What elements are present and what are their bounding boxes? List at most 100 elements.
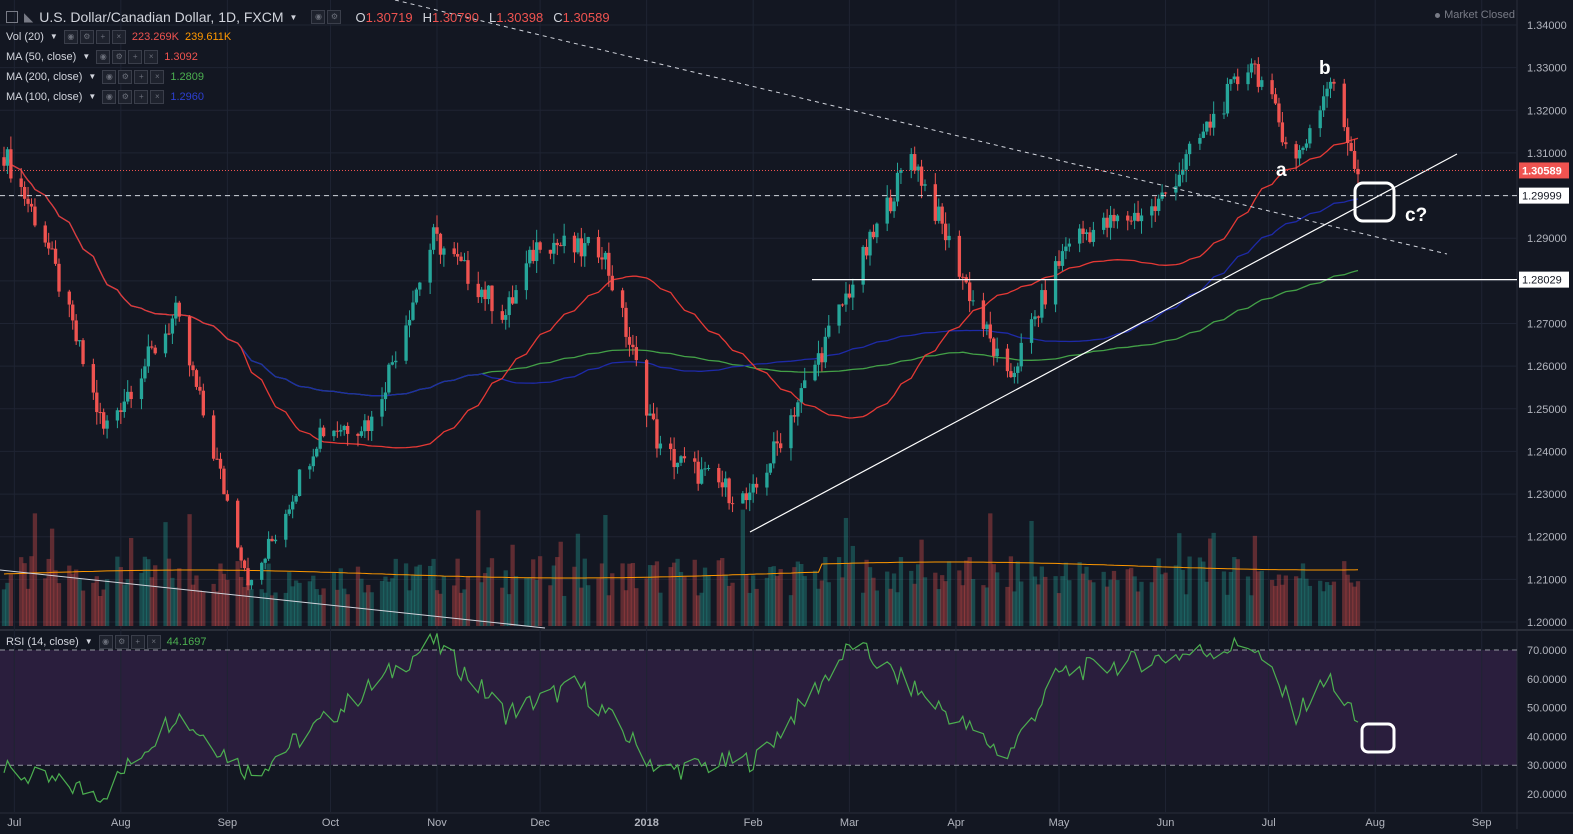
volume-bar bbox=[1184, 594, 1189, 626]
legend-vol-v2: 239.611K bbox=[184, 31, 232, 43]
volume-bar bbox=[1249, 595, 1254, 626]
candle-body bbox=[438, 233, 443, 255]
more-icon[interactable]: + bbox=[130, 635, 145, 649]
candle-body bbox=[528, 249, 532, 264]
more-icon[interactable]: + bbox=[134, 90, 149, 104]
candle-body bbox=[741, 493, 745, 504]
last-price-badge-text: 1.30589 bbox=[1522, 165, 1562, 177]
settings-icon[interactable]: ⚙ bbox=[79, 30, 94, 44]
volume-bar bbox=[850, 545, 855, 626]
candle-body bbox=[672, 449, 676, 468]
volume-bar bbox=[1005, 586, 1010, 626]
legend-ma100-buttons: ◉ ⚙ + × bbox=[102, 90, 165, 104]
legend-vol[interactable]: Vol (20) ▼ ◉ ⚙ + × 223.269K 239.611K bbox=[6, 28, 231, 46]
settings-icon[interactable]: ⚙ bbox=[327, 10, 342, 24]
time-tick-label: Sep bbox=[218, 817, 238, 829]
volume-bar bbox=[22, 563, 27, 626]
volume-bar bbox=[720, 558, 725, 626]
close-icon[interactable]: × bbox=[146, 635, 161, 649]
candle-body bbox=[390, 362, 395, 365]
volume-bar bbox=[173, 587, 178, 626]
close-icon[interactable]: × bbox=[111, 30, 126, 44]
volume-bar bbox=[259, 589, 264, 626]
close-icon[interactable]: × bbox=[150, 90, 165, 104]
candle-body bbox=[239, 547, 243, 561]
wave-label-b[interactable]: b bbox=[1319, 58, 1331, 79]
eye-icon[interactable]: ◉ bbox=[311, 10, 326, 24]
volume-bar bbox=[967, 557, 972, 626]
candle-body bbox=[1060, 251, 1065, 266]
volume-bar bbox=[991, 564, 996, 626]
ascending-trendline[interactable] bbox=[749, 153, 1458, 533]
legend-rsi[interactable]: RSI (14, close) ▼ ◉ ⚙ + × 44.1697 bbox=[6, 633, 206, 651]
chevron-down-icon[interactable]: ▼ bbox=[49, 32, 58, 41]
settings-icon[interactable]: ⚙ bbox=[118, 90, 133, 104]
volume-bar bbox=[307, 581, 313, 626]
candle-body bbox=[603, 252, 608, 260]
candle-body bbox=[26, 198, 30, 204]
volume-bar bbox=[1348, 582, 1354, 626]
eye-icon[interactable]: ◉ bbox=[98, 635, 113, 649]
target-box-price[interactable] bbox=[1353, 181, 1396, 223]
chevron-down-icon[interactable]: ▼ bbox=[88, 92, 97, 101]
close-icon[interactable]: × bbox=[150, 70, 165, 84]
candle-body bbox=[981, 300, 986, 329]
volume-bar bbox=[647, 565, 653, 626]
volume-bar bbox=[197, 590, 203, 626]
candle-body bbox=[1253, 63, 1257, 65]
settings-icon[interactable]: ⚙ bbox=[112, 50, 127, 64]
more-icon[interactable]: + bbox=[128, 50, 143, 64]
candle-body bbox=[359, 431, 364, 436]
settings-icon[interactable]: ⚙ bbox=[114, 635, 129, 649]
collapse-icon[interactable] bbox=[6, 11, 18, 23]
symbol-title[interactable]: U.S. Dollar/Canadian Dollar, 1D, FXCM bbox=[39, 9, 284, 25]
volume-trendline[interactable] bbox=[0, 569, 546, 629]
volume-bar bbox=[909, 570, 914, 626]
candle-body bbox=[50, 248, 54, 250]
volume-bar bbox=[678, 571, 684, 626]
legend-ma100[interactable]: MA (100, close) ▼ ◉ ⚙ + × 1.2960 bbox=[6, 88, 204, 106]
chevron-down-icon[interactable]: ▼ bbox=[289, 12, 298, 22]
volume-bar bbox=[128, 537, 134, 626]
volume-bar bbox=[778, 569, 783, 626]
wave-label-c[interactable]: c? bbox=[1405, 205, 1427, 226]
candle-body bbox=[81, 340, 85, 365]
eye-icon[interactable]: ◉ bbox=[102, 70, 117, 84]
close-icon[interactable]: × bbox=[144, 50, 159, 64]
ohlc-high: 1.30790 bbox=[431, 9, 479, 25]
time-tick-label: Dec bbox=[530, 817, 550, 829]
settings-icon[interactable]: ⚙ bbox=[118, 70, 133, 84]
price-tick-label: 1.22000 bbox=[1527, 532, 1567, 544]
volume-bar bbox=[218, 563, 223, 626]
target-box-rsi[interactable] bbox=[1360, 722, 1396, 754]
chevron-down-icon[interactable]: ▼ bbox=[84, 637, 93, 646]
more-icon[interactable]: + bbox=[95, 30, 110, 44]
volume-bar bbox=[1036, 584, 1041, 626]
volume-bar bbox=[562, 595, 567, 626]
eye-icon[interactable]: ◉ bbox=[63, 30, 78, 44]
candle-body bbox=[318, 427, 322, 449]
candle-body bbox=[215, 458, 219, 460]
legend-ma50[interactable]: MA (50, close) ▼ ◉ ⚙ + × 1.3092 bbox=[6, 48, 198, 66]
legend-ma200[interactable]: MA (200, close) ▼ ◉ ⚙ + × 1.2809 bbox=[6, 68, 204, 86]
candle-body bbox=[1277, 103, 1281, 123]
volume-bar bbox=[864, 559, 869, 626]
chevron-down-icon[interactable]: ▼ bbox=[82, 52, 91, 61]
candle-body bbox=[1280, 122, 1285, 143]
candle-body bbox=[115, 410, 120, 421]
more-icon[interactable]: + bbox=[134, 70, 149, 84]
wave-label-a[interactable]: a bbox=[1276, 160, 1287, 181]
time-tick-label: Apr bbox=[947, 817, 964, 829]
volume-bar bbox=[56, 583, 62, 626]
volume-bar bbox=[623, 590, 629, 626]
candle-body bbox=[899, 169, 903, 173]
chevron-down-icon[interactable]: ▼ bbox=[88, 72, 97, 81]
volume-bar bbox=[1204, 581, 1209, 626]
volume-bar bbox=[888, 588, 893, 626]
candle-body bbox=[514, 290, 518, 304]
volume-bar bbox=[149, 577, 154, 626]
eye-icon[interactable]: ◉ bbox=[96, 50, 111, 64]
eye-icon[interactable]: ◉ bbox=[102, 90, 117, 104]
